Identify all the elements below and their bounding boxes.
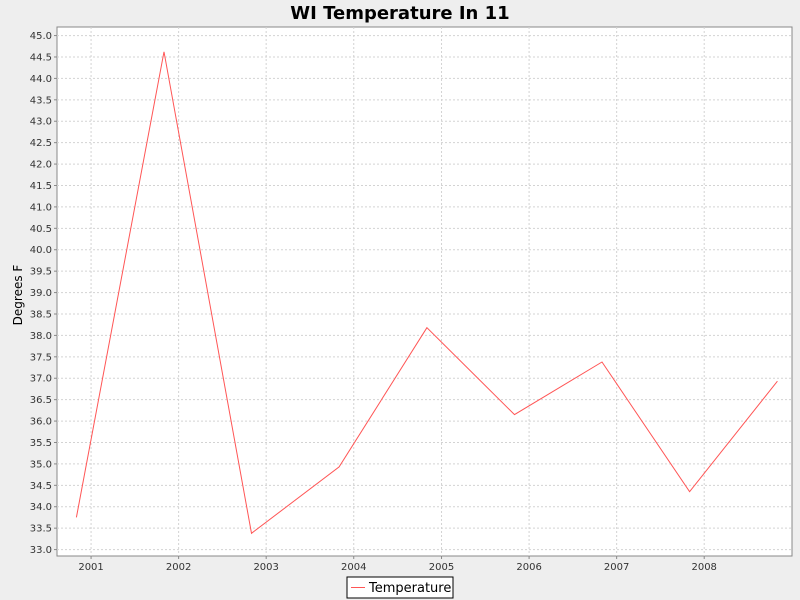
y-tick-label: 42.0 <box>30 160 52 171</box>
legend-label: Temperature <box>368 581 451 596</box>
y-tick-label: 45.0 <box>30 31 52 42</box>
legend-box <box>346 576 454 599</box>
y-tick-label: 40.0 <box>30 245 52 256</box>
y-axis-label: Degrees F <box>11 265 25 326</box>
y-tick-label: 42.5 <box>30 138 52 149</box>
x-tick-label: 2005 <box>429 562 454 573</box>
y-tick-label: 37.5 <box>30 352 52 363</box>
x-axis-ticks: 2001 2002 2003 2004 2005 2006 2007 2008 <box>78 556 717 573</box>
y-tick-label: 36.0 <box>30 417 52 428</box>
y-tick-label: 44.5 <box>30 52 52 63</box>
y-tick-label: 33.0 <box>30 545 52 556</box>
y-tick-label: 35.0 <box>30 459 52 470</box>
chart-title: WI Temperature In 11 <box>290 3 509 24</box>
x-tick-label: 2001 <box>78 562 103 573</box>
x-tick-label: 2002 <box>166 562 191 573</box>
y-tick-label: 38.0 <box>30 331 52 342</box>
y-tick-label: 33.5 <box>30 524 52 535</box>
x-tick-label: 2008 <box>691 562 716 573</box>
legend: Temperature <box>346 576 454 599</box>
y-tick-label: 34.5 <box>30 481 52 492</box>
grid-lines <box>57 27 792 556</box>
x-tick-label: 2004 <box>341 562 366 573</box>
y-tick-label: 41.0 <box>30 202 52 213</box>
y-tick-label: 34.0 <box>30 502 52 513</box>
y-tick-label: 41.5 <box>30 181 52 192</box>
y-tick-label: 36.5 <box>30 395 52 406</box>
y-tick-label: 35.5 <box>30 438 52 449</box>
plot-area <box>56 26 793 557</box>
x-tick-label: 2007 <box>604 562 629 573</box>
y-tick-label: 44.0 <box>30 74 52 85</box>
y-tick-label: 43.5 <box>30 95 52 106</box>
y-tick-label: 38.5 <box>30 309 52 320</box>
y-tick-label: 43.0 <box>30 117 52 128</box>
x-tick-label: 2006 <box>516 562 541 573</box>
x-tick-label: 2003 <box>253 562 278 573</box>
y-tick-label: 39.0 <box>30 288 52 299</box>
series-layer <box>75 51 778 535</box>
y-tick-label: 40.5 <box>30 224 52 235</box>
series-line-temperature <box>75 51 778 535</box>
y-tick-label: 37.0 <box>30 374 52 385</box>
y-tick-label: 39.5 <box>30 267 52 278</box>
y-axis-ticks: 33.0 33.5 34.0 34.5 35.0 35.5 36.0 36.5 37.0 37.5… <box>30 31 57 556</box>
